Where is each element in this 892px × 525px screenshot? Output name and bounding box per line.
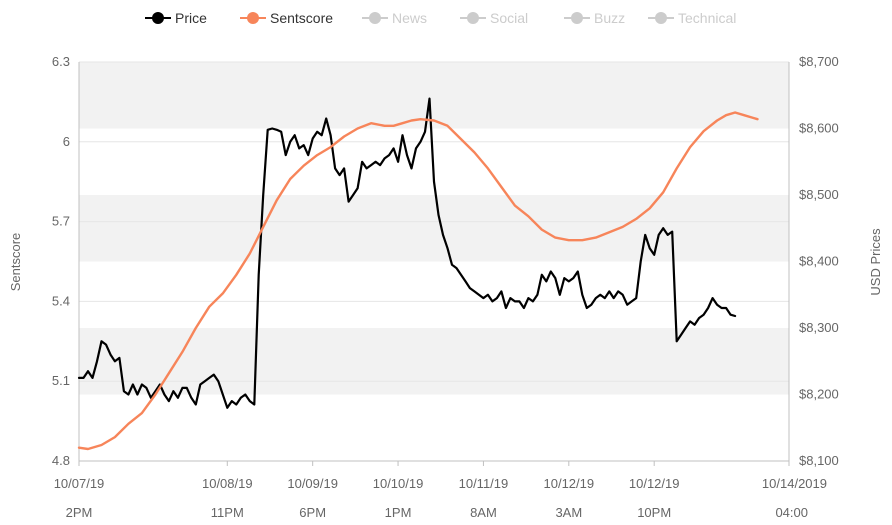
plot-bands	[79, 62, 789, 461]
left-tick-label: 6.3	[52, 54, 70, 69]
left-tick-label: 5.4	[52, 293, 70, 308]
left-axis-ticks: 4.8 5.1 5.4 5.7 6 6.3	[52, 54, 70, 468]
x-tick-time: 6PM	[299, 505, 326, 520]
x-tick-date: 10/11/19	[459, 476, 509, 491]
x-tick-date: 10/14/2019	[762, 476, 827, 491]
legend: Price Sentscore News Social Buzz Technical	[0, 8, 892, 28]
legend-marker-icon	[648, 8, 674, 28]
legend-marker-icon	[460, 8, 486, 28]
right-tick-label: $8,100	[799, 453, 839, 468]
legend-marker-icon	[564, 8, 590, 28]
plot-band	[79, 62, 789, 129]
plot-band	[79, 328, 789, 395]
plot-band	[79, 394, 789, 461]
legend-marker-icon	[240, 8, 266, 28]
x-tick-time: 2PM	[66, 505, 93, 520]
x-tick-date: 10/09/19	[287, 476, 338, 491]
right-tick-label: $8,700	[799, 54, 839, 69]
legend-item-buzz[interactable]: Buzz	[564, 8, 625, 28]
legend-item-news[interactable]: News	[362, 8, 427, 28]
right-tick-label: $8,300	[799, 320, 839, 335]
plot-band	[79, 261, 789, 328]
x-tick-time: 1PM	[385, 505, 412, 520]
left-tick-label: 6	[63, 134, 70, 149]
legend-item-price[interactable]: Price	[145, 8, 207, 28]
legend-item-technical[interactable]: Technical	[648, 8, 736, 28]
x-tick-date: 10/10/19	[373, 476, 424, 491]
legend-marker-icon	[145, 8, 171, 28]
x-tick-date: 10/12/19	[544, 476, 595, 491]
legend-label: Technical	[678, 10, 737, 26]
left-axis-title: Sentscore	[8, 233, 23, 292]
right-tick-label: $8,600	[799, 121, 839, 136]
right-tick-label: $8,200	[799, 387, 839, 402]
x-tick-date: 10/07/19	[54, 476, 105, 491]
legend-item-social[interactable]: Social	[460, 8, 528, 28]
left-tick-label: 4.8	[52, 453, 70, 468]
legend-marker-icon	[362, 8, 388, 28]
left-tick-label: 5.7	[52, 214, 70, 229]
x-tick-time: 10PM	[637, 505, 671, 520]
legend-label: Social	[490, 10, 529, 26]
right-axis-title: USD Prices	[868, 228, 883, 296]
legend-item-sentscore[interactable]: Sentscore	[240, 8, 333, 28]
x-tick-time: 3AM	[555, 505, 582, 520]
legend-label: Sentscore	[270, 10, 334, 26]
legend-label: News	[392, 10, 428, 26]
price-series-line	[77, 97, 737, 409]
x-axis-ticks: 10/07/19 2PM 10/08/19 11PM 10/09/19 6PM 10/10/…	[54, 461, 827, 520]
series-lines	[77, 97, 759, 451]
legend-label: Price	[175, 10, 207, 26]
sentscore-series-line	[77, 111, 759, 451]
right-tick-label: $8,400	[799, 254, 839, 269]
axes	[78, 62, 790, 462]
left-tick-label: 5.1	[52, 373, 70, 388]
legend-label: Buzz	[594, 10, 626, 26]
plot-band	[79, 195, 789, 262]
x-tick-time: 11PM	[211, 505, 244, 520]
x-tick-date: 10/08/19	[202, 476, 253, 491]
x-tick-time: 04:00	[775, 505, 808, 520]
right-tick-label: $8,500	[799, 187, 839, 202]
x-tick-date: 10/12/19	[629, 476, 680, 491]
right-axis-ticks: $8,100 $8,200 $8,300 $8,400 $8,500 $8,600 $8,7…	[799, 54, 839, 468]
x-tick-time: 8AM	[470, 505, 497, 520]
